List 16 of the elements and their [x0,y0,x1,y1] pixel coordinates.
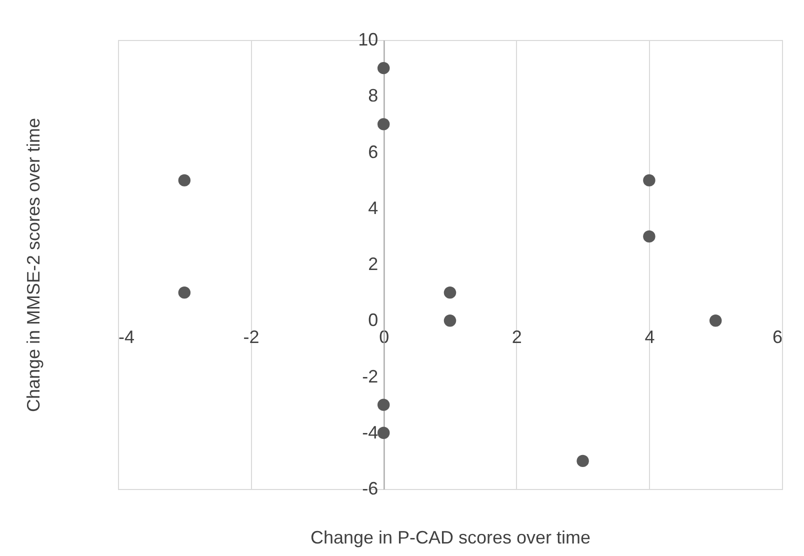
y-tick-label: -4 [362,422,378,442]
y-tick-label: -6 [362,478,378,498]
x-tick-label: 4 [644,327,655,348]
x-tick-label: 6 [772,327,782,348]
x-tick-label: 2 [512,327,522,348]
x-axis-title: Change in P-CAD scores over time [310,528,591,548]
y-tick-label: 4 [368,198,378,218]
y-tick-label: 0 [368,310,378,330]
y-axis-title: Change in MMSE-2 scores over time [24,118,44,412]
y-tick-label: 8 [368,86,378,106]
y-tick-label: 10 [358,30,378,50]
x-tick-label: -4 [118,327,135,348]
x-tick-label: -2 [243,327,260,348]
y-tick-label: 2 [368,254,378,274]
y-tick-label: -2 [362,366,378,386]
y-tick-label: 6 [368,142,378,162]
